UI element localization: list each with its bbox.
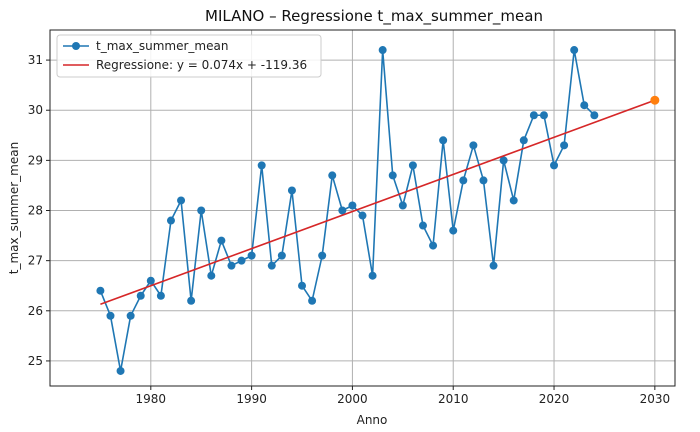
data-point — [398, 201, 407, 210]
plot-frame — [49, 29, 676, 387]
data-point — [308, 296, 317, 305]
data-point — [368, 271, 377, 280]
x-tick-label: 2030 — [640, 392, 671, 406]
data-point — [348, 201, 357, 210]
y-tick-label: 28 — [28, 204, 43, 218]
y-tick-label: 30 — [28, 103, 43, 117]
y-axis-label: t_max_summer_mean — [7, 142, 21, 274]
data-point — [287, 186, 296, 195]
data-point — [418, 221, 427, 230]
prediction-point — [650, 95, 660, 105]
data-point — [479, 176, 488, 185]
data-point — [459, 176, 468, 185]
data-point — [338, 206, 347, 215]
y-tick-label: 26 — [28, 304, 43, 318]
data-point — [146, 276, 155, 285]
data-point — [247, 251, 256, 260]
legend-label-regression: Regressione: y = 0.074x + -119.36 — [96, 58, 307, 72]
data-point — [469, 141, 478, 150]
data-point — [267, 261, 276, 270]
data-point — [570, 46, 579, 55]
legend: t_max_summer_mean Regressione: y = 0.074… — [56, 34, 322, 78]
legend-label-series: t_max_summer_mean — [96, 39, 228, 53]
data-point — [328, 171, 337, 180]
x-axis-label: Anno — [357, 413, 388, 427]
data-point — [590, 111, 599, 120]
data-point — [358, 211, 367, 220]
data-point — [166, 216, 175, 225]
chart-title: MILANO – Regressione t_max_summer_mean — [205, 7, 543, 26]
legend-swatch-marker — [72, 42, 80, 50]
data-point — [529, 111, 538, 120]
data-point — [126, 311, 135, 320]
data-point — [499, 156, 508, 165]
data-point — [96, 286, 105, 295]
data-point — [439, 136, 448, 145]
data-point — [429, 241, 438, 250]
data-point — [156, 291, 165, 300]
data-point — [489, 261, 498, 270]
legend-box — [56, 34, 322, 78]
data-point — [257, 161, 266, 170]
y-tick-label: 25 — [28, 354, 43, 368]
data-point — [217, 236, 226, 245]
data-point — [550, 161, 559, 170]
x-tick-label: 1990 — [236, 392, 267, 406]
data-point — [580, 101, 589, 110]
data-point — [560, 141, 569, 150]
y-tick-label: 31 — [28, 53, 43, 67]
data-point — [539, 111, 548, 120]
data-point — [277, 251, 286, 260]
axis-ticks: 1980 1990 2000 2010 2020 2030 25 26 27 28 29 30 31 — [28, 53, 670, 406]
series-line-t-max-summer-mean — [99, 49, 595, 372]
data-point — [519, 136, 528, 145]
data-point — [298, 281, 307, 290]
x-tick-label: 2010 — [438, 392, 469, 406]
data-point — [318, 251, 327, 260]
grid — [50, 30, 675, 386]
data-point — [187, 296, 196, 305]
data-point — [408, 161, 417, 170]
data-point — [136, 291, 145, 300]
data-point — [378, 46, 387, 55]
data-point — [227, 261, 236, 270]
data-point — [449, 226, 458, 235]
x-tick-label: 1980 — [136, 392, 167, 406]
x-tick-label: 2020 — [539, 392, 570, 406]
data-point — [237, 256, 246, 265]
data-point — [388, 171, 397, 180]
data-point — [106, 311, 115, 320]
y-tick-label: 27 — [28, 254, 43, 268]
data-point — [177, 196, 186, 205]
data-point — [509, 196, 518, 205]
regression-line — [100, 99, 656, 306]
data-point — [116, 366, 125, 375]
series-layer — [96, 46, 660, 375]
x-tick-label: 2000 — [337, 392, 368, 406]
data-point — [197, 206, 206, 215]
y-tick-label: 29 — [28, 153, 43, 167]
data-point — [207, 271, 216, 280]
